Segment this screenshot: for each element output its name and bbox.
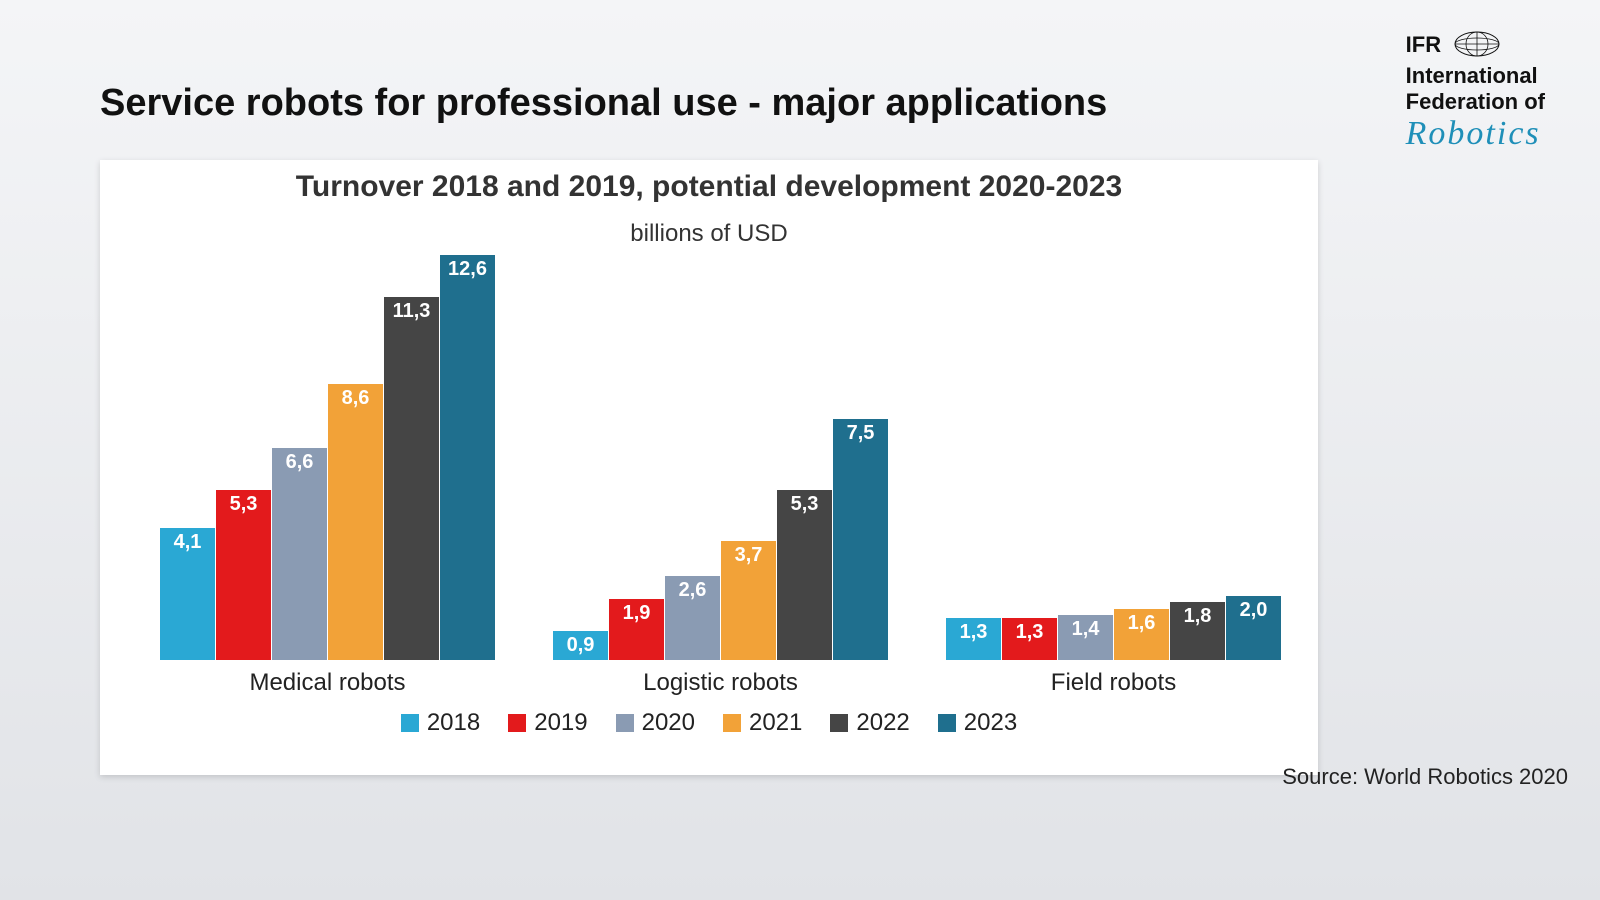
category-label: Medical robots bbox=[160, 669, 495, 697]
bar: 1,4 bbox=[1058, 615, 1113, 660]
bar: 0,9 bbox=[553, 631, 608, 660]
bar-value-label: 1,8 bbox=[1170, 605, 1225, 628]
bar-value-label: 6,6 bbox=[272, 451, 327, 474]
bar-value-label: 0,9 bbox=[553, 634, 608, 657]
bar-value-label: 1,9 bbox=[609, 602, 664, 625]
bar-group: 1,31,31,41,61,82,0 bbox=[946, 255, 1281, 660]
legend-label: 2020 bbox=[642, 709, 695, 736]
plot-area: 4,15,36,68,611,312,60,91,92,63,75,37,51,… bbox=[130, 255, 1288, 660]
category-label: Field robots bbox=[946, 669, 1281, 697]
legend-label: 2023 bbox=[964, 709, 1017, 736]
bar: 1,9 bbox=[609, 599, 664, 660]
bar: 6,6 bbox=[272, 448, 327, 660]
bar-group: 4,15,36,6 8,6 11,312,6 bbox=[160, 255, 495, 660]
logo-line-3: Federation of bbox=[1406, 89, 1545, 114]
chart-source: Source: World Robotics 2020 bbox=[1282, 764, 1568, 790]
bar-value-label: 2,0 bbox=[1226, 599, 1281, 622]
bar-value-label: 11,3 bbox=[384, 300, 439, 323]
legend-label: 2022 bbox=[856, 709, 909, 736]
logo-text-ifr: IFR bbox=[1406, 32, 1441, 57]
bar-value-label: 12,6 bbox=[440, 258, 495, 281]
logo-line-2: International bbox=[1406, 63, 1545, 88]
chart-subtitle: billions of USD bbox=[100, 220, 1318, 248]
legend-item: 2019 bbox=[508, 709, 587, 737]
ifr-logo: IFR International Federation of Robotics bbox=[1406, 30, 1545, 153]
category-label: Logistic robots bbox=[553, 669, 888, 697]
bar: 2,6 bbox=[665, 576, 720, 660]
logo-script: Robotics bbox=[1406, 114, 1545, 153]
bar: 11,3 bbox=[384, 297, 439, 660]
bar-value-label: 8,6 bbox=[328, 387, 383, 410]
legend-label: 2021 bbox=[749, 709, 802, 736]
bar-value-label: 1,6 bbox=[1114, 612, 1169, 635]
legend-label: 2019 bbox=[534, 709, 587, 736]
bar: 2,0 bbox=[1226, 596, 1281, 660]
legend-swatch bbox=[508, 714, 526, 732]
chart-legend: 2018 2019 2020 2021 2022 2023 bbox=[100, 709, 1318, 737]
bar-value-label: 5,3 bbox=[216, 493, 271, 516]
bar: 1,8 bbox=[1170, 602, 1225, 660]
chart-title: Turnover 2018 and 2019, potential develo… bbox=[100, 170, 1318, 204]
chart-card: Turnover 2018 and 2019, potential develo… bbox=[100, 160, 1318, 775]
page-title: Service robots for professional use - ma… bbox=[100, 82, 1107, 125]
bar-value-label: 1,4 bbox=[1058, 618, 1113, 641]
legend-swatch bbox=[723, 714, 741, 732]
bar: 1,6 bbox=[1114, 609, 1169, 660]
bar: 8,6 bbox=[328, 384, 383, 660]
bar-value-label: 5,3 bbox=[777, 493, 832, 516]
legend-item: 2023 bbox=[938, 709, 1017, 737]
bar-group: 0,91,92,63,7 5,3 7,5 bbox=[553, 255, 888, 660]
legend-swatch bbox=[830, 714, 848, 732]
bar-value-label: 1,3 bbox=[946, 621, 1001, 644]
legend-swatch bbox=[616, 714, 634, 732]
legend-swatch bbox=[401, 714, 419, 732]
bar: 1,3 bbox=[1002, 618, 1057, 660]
legend-item: 2020 bbox=[616, 709, 695, 737]
bar: 3,7 bbox=[721, 541, 776, 660]
globe-icon bbox=[1453, 30, 1501, 63]
logo-line-1: IFR bbox=[1406, 30, 1545, 63]
bar-value-label: 4,1 bbox=[160, 531, 215, 554]
legend-item: 2021 bbox=[723, 709, 802, 737]
legend-swatch bbox=[938, 714, 956, 732]
legend-label: 2018 bbox=[427, 709, 480, 736]
bar: 5,3 bbox=[216, 490, 271, 660]
legend-item: 2022 bbox=[830, 709, 909, 737]
bar-value-label: 7,5 bbox=[833, 422, 888, 445]
bar-value-label: 2,6 bbox=[665, 579, 720, 602]
legend-item: 2018 bbox=[401, 709, 480, 737]
bar-value-label: 1,3 bbox=[1002, 621, 1057, 644]
bar: 1,3 bbox=[946, 618, 1001, 660]
bar: 4,1 bbox=[160, 528, 215, 660]
bar: 12,6 bbox=[440, 255, 495, 660]
bar-value-label: 3,7 bbox=[721, 544, 776, 567]
bar: 7,5 bbox=[833, 419, 888, 660]
bar: 5,3 bbox=[777, 490, 832, 660]
